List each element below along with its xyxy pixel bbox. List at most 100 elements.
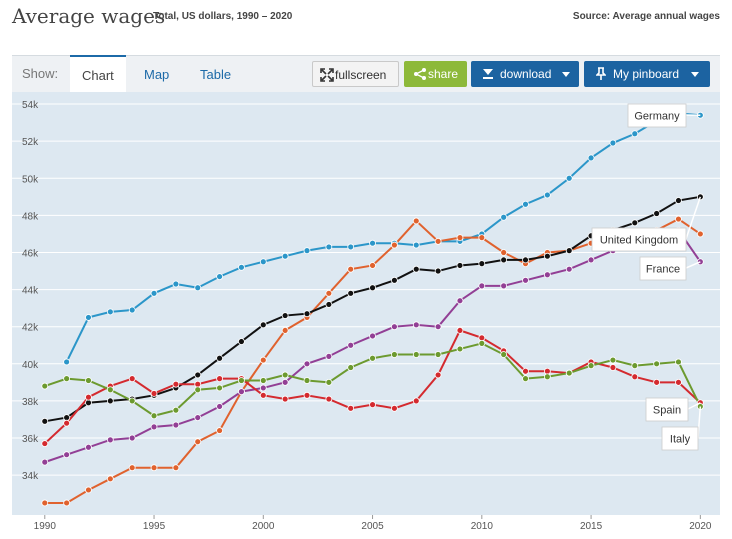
data-point xyxy=(63,419,71,427)
callout-box xyxy=(661,426,699,451)
data-point xyxy=(128,464,136,472)
data-point xyxy=(565,174,573,182)
download-button[interactable]: download xyxy=(471,61,579,87)
data-point xyxy=(565,265,573,273)
toolbar: Show: Chart Map Table fullscreen share d… xyxy=(12,55,720,94)
data-point xyxy=(194,380,202,388)
data-point xyxy=(369,239,376,247)
data-point xyxy=(456,327,464,334)
data-point xyxy=(259,321,267,329)
data-point xyxy=(391,241,398,249)
data-point xyxy=(391,351,398,358)
data-point xyxy=(106,436,114,444)
x-tick-label: 2010 xyxy=(471,521,494,532)
data-point xyxy=(631,130,639,138)
y-tick-label: 46k xyxy=(22,248,39,259)
dropdown-arrow xyxy=(691,72,699,77)
data-point xyxy=(41,417,49,425)
x-tick-label: 2000 xyxy=(252,521,275,532)
data-point xyxy=(85,393,92,401)
data-point xyxy=(41,440,49,447)
fullscreen-button[interactable]: fullscreen xyxy=(312,61,399,87)
y-tick-label: 34k xyxy=(22,471,39,482)
data-point xyxy=(281,327,289,334)
data-point xyxy=(675,378,682,386)
data-point xyxy=(216,403,223,410)
data-point xyxy=(238,377,245,384)
data-point xyxy=(281,252,289,260)
data-point xyxy=(456,345,464,353)
data-point xyxy=(259,356,267,364)
tab[interactable]: Chart xyxy=(70,55,126,94)
data-point xyxy=(106,397,114,405)
data-point xyxy=(675,358,682,366)
data-point xyxy=(194,414,202,421)
x-tick-label: 1995 xyxy=(143,521,166,532)
callout-box xyxy=(645,397,689,422)
icon xyxy=(414,68,426,80)
data-point xyxy=(303,247,311,255)
data-point xyxy=(194,371,202,379)
data-point xyxy=(500,351,508,358)
data-point xyxy=(696,193,704,201)
data-point xyxy=(653,360,661,368)
data-point xyxy=(216,384,223,392)
callout-box xyxy=(627,103,687,128)
data-point xyxy=(63,375,71,383)
y-tick-label: 40k xyxy=(22,360,39,371)
data-point xyxy=(653,210,661,217)
pinboard-button[interactable]: My pinboard xyxy=(584,61,710,87)
data-point xyxy=(325,301,333,308)
subtitle: Total, US dollars, 1990 – 2020 xyxy=(153,11,293,22)
data-point xyxy=(522,200,529,208)
data-point xyxy=(391,323,398,331)
data-point xyxy=(412,241,420,249)
data-point xyxy=(587,154,595,162)
y-tick-label: 38k xyxy=(22,397,39,408)
data-point xyxy=(434,371,442,379)
button-label: share xyxy=(428,67,459,81)
data-point xyxy=(106,386,114,394)
data-point xyxy=(172,421,180,429)
data-point xyxy=(216,427,223,434)
data-point xyxy=(412,397,420,405)
data-point xyxy=(412,321,420,329)
data-point xyxy=(369,262,376,269)
data-point xyxy=(434,351,442,358)
data-point xyxy=(194,438,202,446)
share-button[interactable]: share xyxy=(404,61,467,87)
callout-box xyxy=(639,256,687,281)
data-point xyxy=(63,414,71,421)
data-point xyxy=(478,234,486,242)
data-point xyxy=(478,339,486,347)
data-point xyxy=(347,364,355,371)
data-point xyxy=(500,213,508,221)
data-point xyxy=(500,249,508,256)
tab[interactable]: Table xyxy=(200,67,232,82)
data-point xyxy=(522,375,529,383)
data-point xyxy=(41,499,49,507)
data-point xyxy=(325,243,333,251)
data-point xyxy=(85,486,92,494)
data-point xyxy=(347,289,355,297)
data-point xyxy=(63,358,71,366)
data-point xyxy=(522,256,529,264)
data-point xyxy=(522,276,529,284)
data-point xyxy=(500,282,508,290)
icon xyxy=(596,67,606,80)
data-point xyxy=(456,234,464,242)
data-point xyxy=(194,386,202,394)
series-label: Germany xyxy=(634,111,680,123)
data-point xyxy=(522,367,529,375)
data-point xyxy=(85,314,92,321)
data-point xyxy=(128,434,136,442)
x-tick-label: 2020 xyxy=(689,521,712,532)
data-point xyxy=(631,362,639,370)
data-point xyxy=(259,384,267,392)
data-point xyxy=(369,354,376,362)
button-label: My pinboard xyxy=(613,67,680,81)
callout-box xyxy=(591,227,687,252)
tab[interactable]: Map xyxy=(144,67,170,82)
data-point xyxy=(303,360,311,368)
data-point xyxy=(41,382,49,390)
